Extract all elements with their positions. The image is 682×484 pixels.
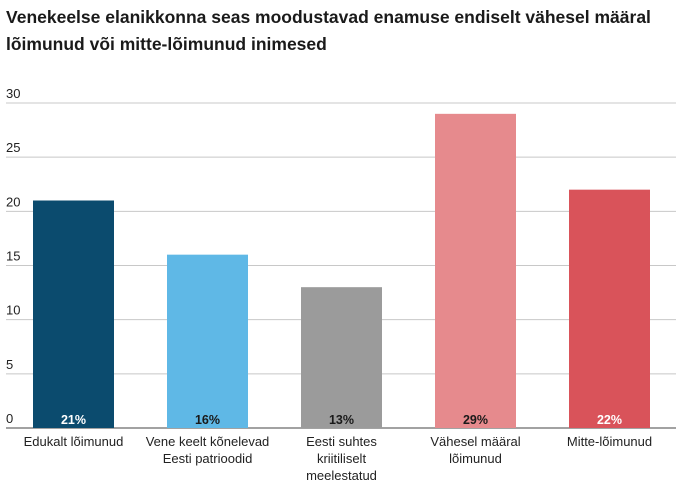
data-label: 29% bbox=[463, 413, 488, 427]
y-tick-label: 5 bbox=[6, 357, 13, 372]
bar bbox=[435, 113, 516, 428]
chart-title: Venekeelse elanikkonna seas moodustavad … bbox=[6, 7, 651, 54]
x-category-label: Eesti suhtes kriitiliselt meelestatud bbox=[306, 434, 377, 483]
x-category-label-line: Edukalt lõimunud bbox=[24, 434, 124, 449]
y-tick-label: 15 bbox=[6, 249, 20, 264]
x-category-label-line: kriitiliselt bbox=[317, 451, 367, 466]
x-category-label-line: Eesti suhtes bbox=[306, 434, 377, 449]
bar bbox=[33, 200, 114, 428]
x-category-label-line: lõimunud bbox=[449, 451, 502, 466]
x-category-label: Vähesel määral lõimunud bbox=[430, 434, 520, 466]
x-category-label-line: Mitte-lõimunud bbox=[567, 434, 652, 449]
x-category-label: Mitte-lõimunud bbox=[567, 434, 652, 449]
data-label: 21% bbox=[61, 413, 86, 427]
data-label: 16% bbox=[195, 413, 220, 427]
bar bbox=[301, 287, 382, 428]
gridlines bbox=[6, 102, 676, 429]
x-category-label: Edukalt lõimunud bbox=[24, 434, 124, 449]
x-category-label-line: Eesti patrioodid bbox=[163, 451, 253, 466]
y-tick-label: 10 bbox=[6, 303, 20, 318]
x-axis-categories: Edukalt lõimunud Vene keelt kõnelevad Eest… bbox=[24, 434, 653, 483]
bar bbox=[569, 189, 650, 428]
x-category-label-line: Vähesel määral bbox=[430, 434, 520, 449]
y-tick-label: 30 bbox=[6, 86, 20, 101]
data-labels: 21% 16% 13% 29% 22% bbox=[61, 413, 622, 427]
y-tick-label: 20 bbox=[6, 194, 20, 209]
data-label: 22% bbox=[597, 413, 622, 427]
x-category-label-line: meelestatud bbox=[306, 468, 377, 483]
x-category-label: Vene keelt kõnelevad Eesti patrioodid bbox=[146, 434, 270, 466]
y-tick-label: 0 bbox=[6, 411, 13, 426]
y-axis-ticks: 0 5 10 15 20 25 30 bbox=[6, 86, 20, 426]
y-tick-label: 25 bbox=[6, 140, 20, 155]
x-category-label-line: Vene keelt kõnelevad bbox=[146, 434, 270, 449]
data-label: 13% bbox=[329, 413, 354, 427]
bars bbox=[33, 113, 650, 428]
bar bbox=[167, 254, 248, 428]
